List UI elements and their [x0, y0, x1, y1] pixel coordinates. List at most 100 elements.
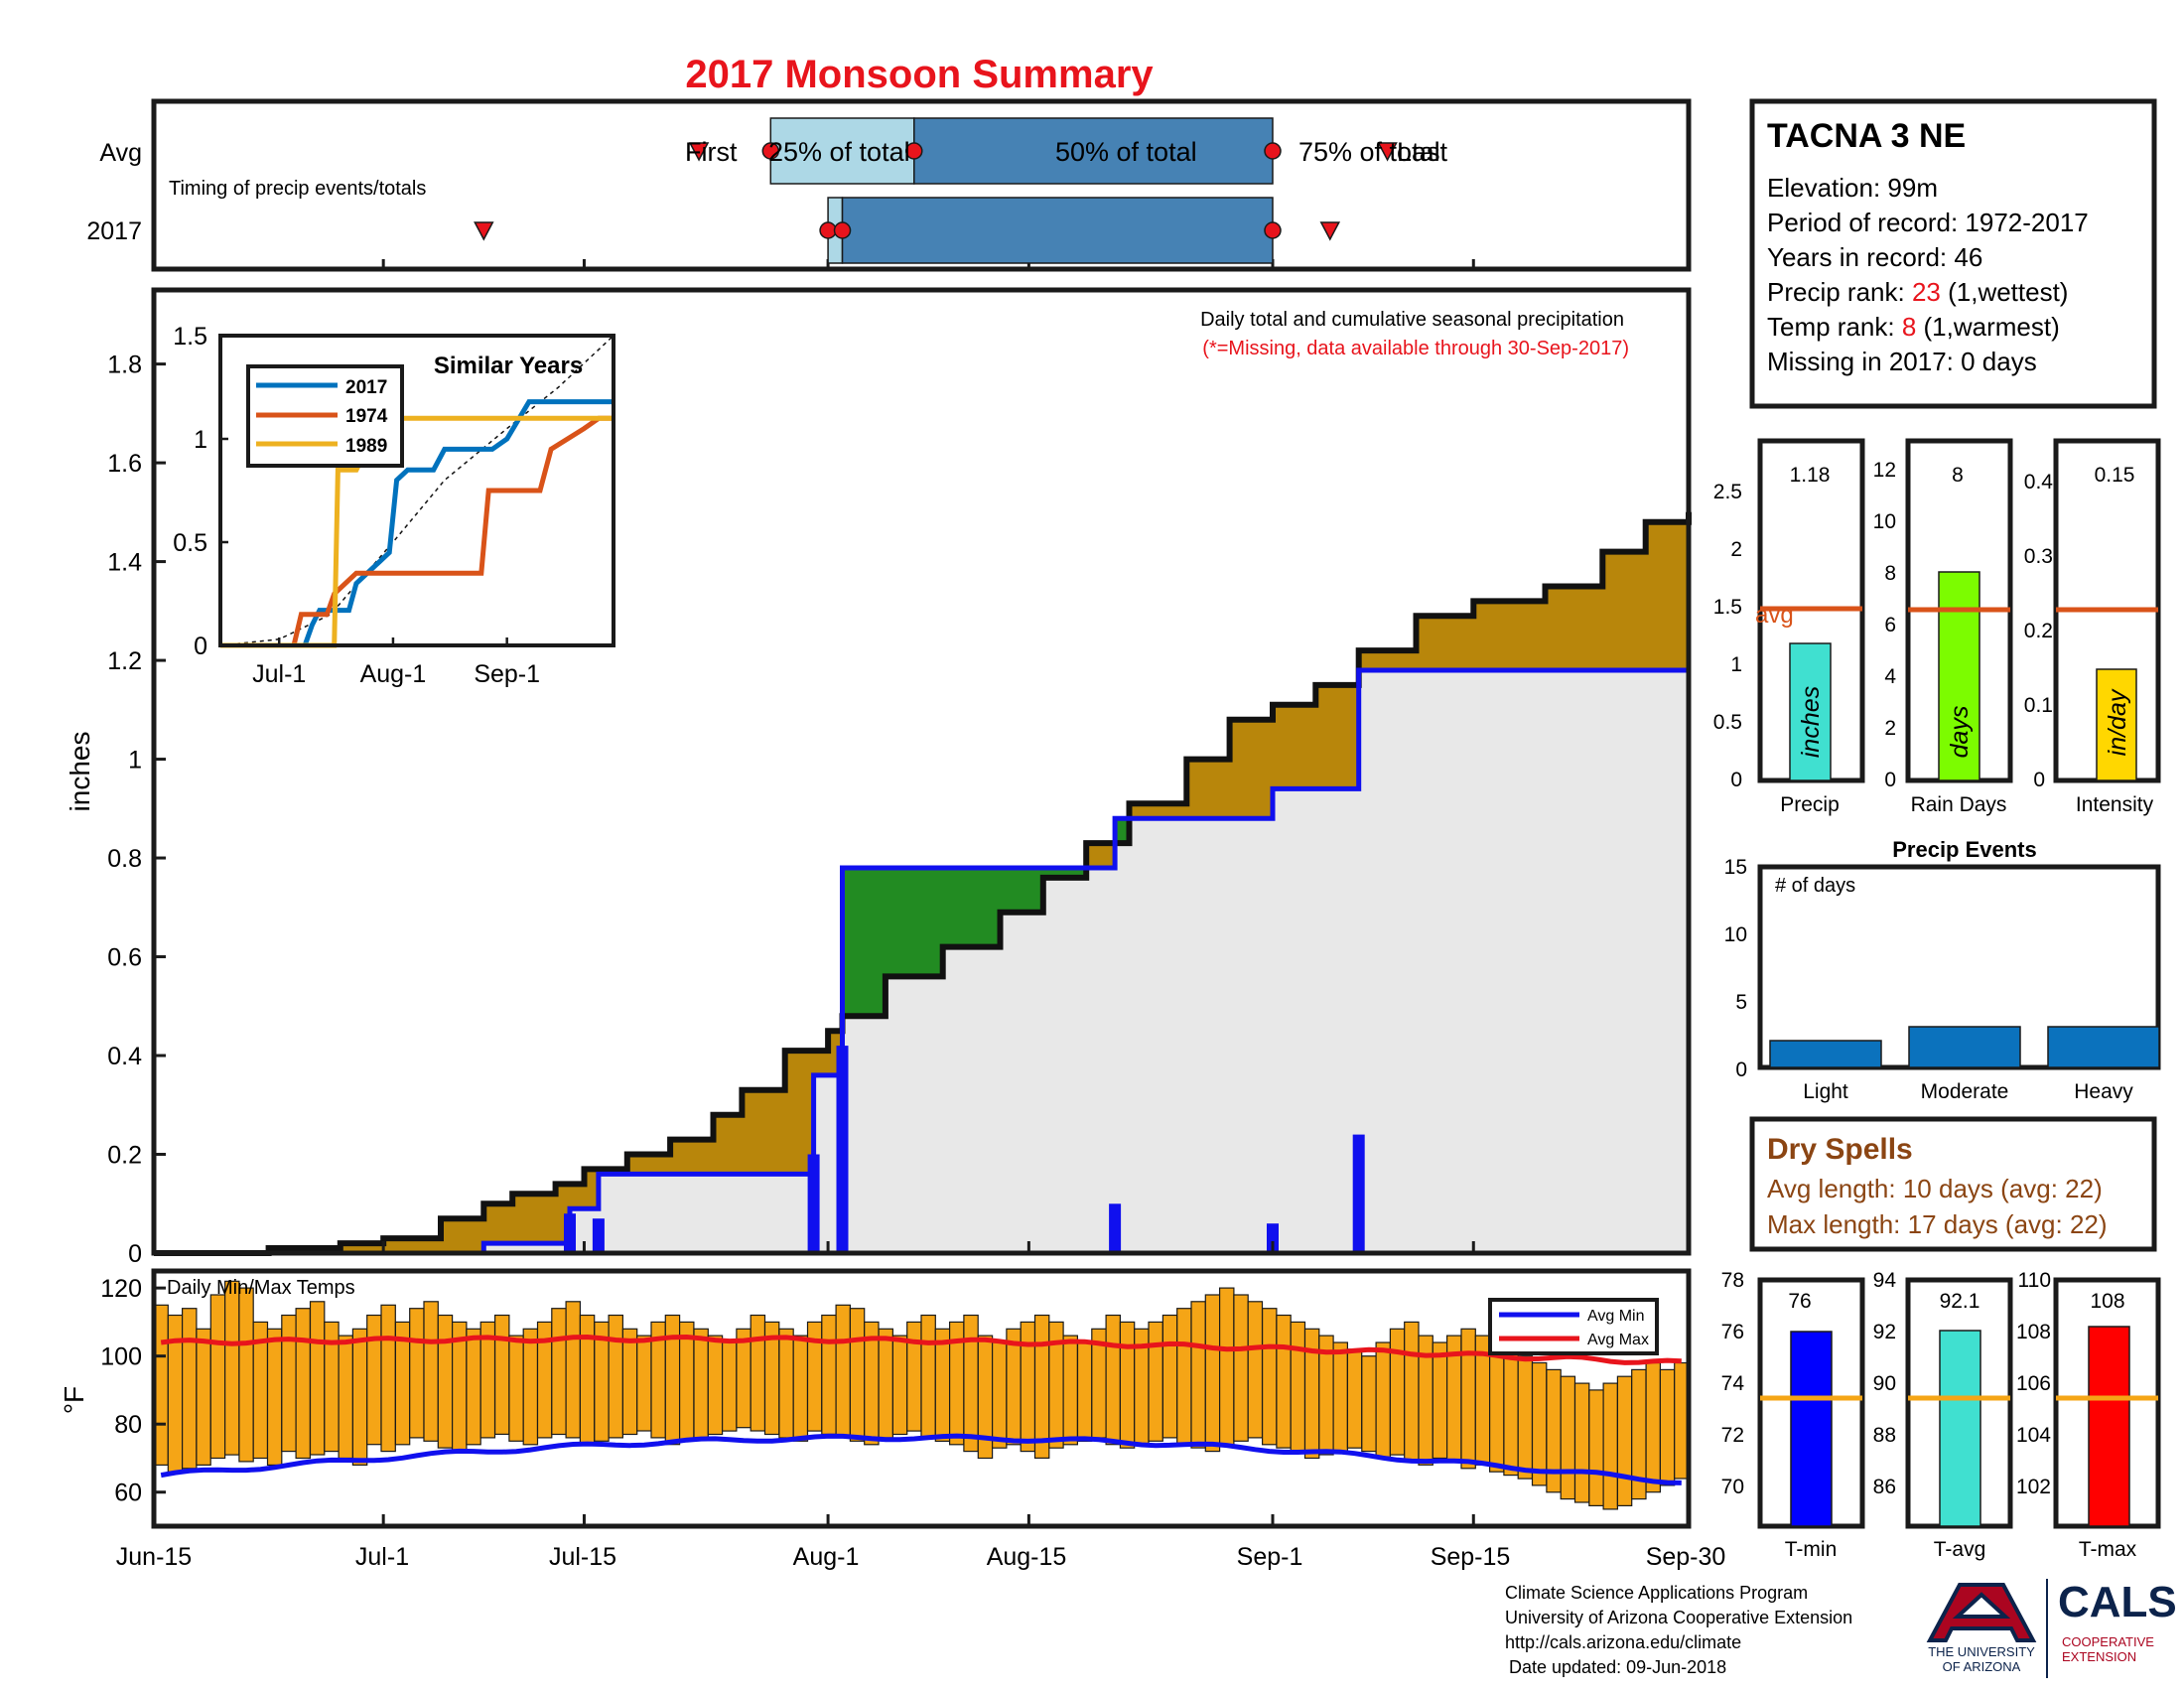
similar-years-inset: Similar Years 2017 1974 1989 0 0.5 1 1.5 Jul…: [173, 323, 615, 688]
daily-temp-bar: [338, 1335, 354, 1460]
daily-temp-bar: [437, 1314, 454, 1449]
daily-temp-bar: [423, 1301, 439, 1442]
rain-days-ytick-2: 2: [1884, 717, 1896, 740]
main-ytick-label: 0.6: [107, 944, 142, 972]
daily-temp-bar: [621, 1328, 638, 1436]
ua-logo-line2: OF ARIZONA: [1943, 1659, 2021, 1674]
temps-ytick-label: 120: [100, 1275, 142, 1303]
timing-caption: Timing of precip events/totals: [169, 178, 426, 200]
station-missing: Missing in 2017: 0 days: [1767, 347, 2037, 376]
temp-rank-suffix: (1,warmest): [1916, 312, 2059, 342]
main-precip-yticks: 0 0.2 0.4 0.6 0.8 1 1.2 1.4 1.6 1.8: [107, 352, 166, 1268]
daily-temp-bar: [1148, 1321, 1163, 1442]
date-tick-aug15: Aug-15: [987, 1543, 1067, 1571]
dry-spells-avg-length: Avg length: 10 days (avg: 22): [1767, 1174, 2103, 1203]
precip-inner-label: inches: [1797, 686, 1825, 758]
daily-temp-bar: [1432, 1341, 1448, 1460]
main-ytick-label: 1: [128, 747, 142, 775]
main-ytick-label: 1.2: [107, 647, 142, 675]
daily-temp-bar: [1332, 1341, 1348, 1453]
intensity-ytick-01: 0.1: [2024, 694, 2053, 717]
rain-days-ytick-6: 6: [1884, 614, 1896, 636]
temps-legend-frame: [1488, 1298, 1659, 1355]
timing-event-marker: [688, 142, 710, 162]
main-precip-caption: Daily total and cumulative seasonal prec…: [1200, 309, 1624, 331]
dry-spells-box: Dry Spells Avg length: 10 days (avg: 22)…: [1749, 1116, 2157, 1252]
rain-days-ytick-0: 0: [1884, 769, 1896, 791]
daily-precip-bar: [592, 1218, 605, 1253]
daily-temp-bar: [1460, 1328, 1476, 1470]
panel-intensity: 0.15 in/day Intensity 0 0.1 0.2 0.3 0.4: [2024, 438, 2161, 816]
daily-temp-bar: [1404, 1321, 1420, 1463]
daily-temp-bar: [1033, 1314, 1050, 1459]
daily-temp-bar: [934, 1328, 951, 1443]
events-bar-light: [1769, 1040, 1882, 1068]
inset-xtick-label: Sep-1: [474, 660, 540, 688]
daily-temp-bar: [351, 1328, 368, 1467]
daily-temp-bar: [1588, 1389, 1604, 1507]
daily-temp-bar: [721, 1341, 738, 1432]
timing-panel: Avg 2017 Timing of precip events/totals …: [86, 98, 1692, 272]
daily-temp-bar: [1517, 1355, 1534, 1480]
rain-days-xlabel: Rain Days: [1911, 793, 2007, 816]
tavg-value-label: 92.1: [1940, 1290, 1980, 1313]
daily-temp-bar: [736, 1328, 751, 1429]
tmin-bar: [1790, 1331, 1833, 1527]
tavg-bar: [1939, 1330, 1981, 1527]
intensity-ytick-04: 0.4: [2024, 471, 2054, 494]
daily-temp-bar: [1290, 1321, 1306, 1453]
timing-row-label-2017: 2017: [86, 217, 142, 245]
daily-temp-bar: [878, 1328, 893, 1439]
tmax-ytick-104: 104: [2016, 1424, 2051, 1447]
main-ytick-label: 1.4: [107, 549, 142, 577]
inset-ytick-label: 0.5: [173, 529, 207, 557]
tmin-ytick-70: 70: [1721, 1476, 1744, 1498]
tmax-xlabel: T-max: [2079, 1538, 2137, 1561]
panel-tmax: 108 T-max 102 104 106 108 110: [2016, 1269, 2161, 1561]
rain-days-ytick-10: 10: [1873, 510, 1896, 533]
rain-days-ytick-4: 4: [1884, 665, 1896, 688]
legend-label-avg-min: Avg Min: [1587, 1308, 1645, 1325]
daily-temp-bar: [849, 1308, 866, 1442]
precip-events-title: Precip Events: [1892, 837, 2037, 862]
cals-logo-sub2: EXTENSION: [2062, 1649, 2136, 1664]
daily-temp-bar: [1247, 1301, 1264, 1439]
temps-legend: Avg Min Avg Max: [1488, 1298, 1659, 1355]
timing-marks: [381, 117, 1475, 269]
precip-xlabel: Precip: [1780, 793, 1840, 816]
daily-temp-bar: [1645, 1361, 1661, 1493]
tmin-value-label: 76: [1788, 1290, 1811, 1313]
intensity-xlabel: Intensity: [2076, 793, 2154, 816]
timing-percent-dot: [833, 221, 852, 239]
temp-rank-prefix: Temp rank:: [1767, 312, 1902, 342]
ua-logo: THE UNIVERSITY OF ARIZONA: [1926, 1583, 2037, 1674]
precip-bar: [1789, 642, 1832, 781]
ua-logo-line1: THE UNIVERSITY: [1928, 1644, 2035, 1659]
temps-ytick-label: 60: [114, 1480, 142, 1507]
temps-ytick-label: 80: [114, 1411, 142, 1439]
daily-temp-bar: [1204, 1294, 1221, 1453]
daily-temp-bar: [182, 1308, 198, 1470]
daily-temp-bar: [778, 1328, 794, 1439]
station-info-frame: [1749, 98, 2157, 409]
footer-line2: University of Arizona Cooperative Extens…: [1505, 1608, 1852, 1627]
panel-tavg: 92.1 T-avg 86 88 90 92 94: [1873, 1269, 2013, 1561]
tavg-xlabel: T-avg: [1934, 1538, 1986, 1561]
precip-avg-label: avg: [1755, 602, 1794, 629]
precip-rank-value: 23: [1912, 277, 1941, 307]
daily-temp-bar: [920, 1314, 936, 1439]
intensity-bar: [2096, 668, 2137, 781]
tmin-xlabel: T-min: [1785, 1538, 1838, 1561]
2017-second-quarter-box: [841, 197, 1274, 264]
legend-label-avg-max: Avg Max: [1587, 1332, 1649, 1348]
tmin-ytick-76: 76: [1721, 1321, 1744, 1343]
cals-logo: CALS COOPERATIVE EXTENSION: [2058, 1578, 2177, 1664]
daily-temp-bar: [1375, 1341, 1391, 1460]
daily-temp-bar: [1573, 1382, 1590, 1503]
rain-days-ytick-12: 12: [1873, 459, 1896, 482]
precip-ytick-2: 2: [1730, 538, 1742, 561]
main-precip-plot: [154, 511, 1692, 1256]
timing-label-75pct: 75% of total: [1298, 137, 1440, 167]
tmax-ytick-102: 102: [2016, 1476, 2051, 1498]
